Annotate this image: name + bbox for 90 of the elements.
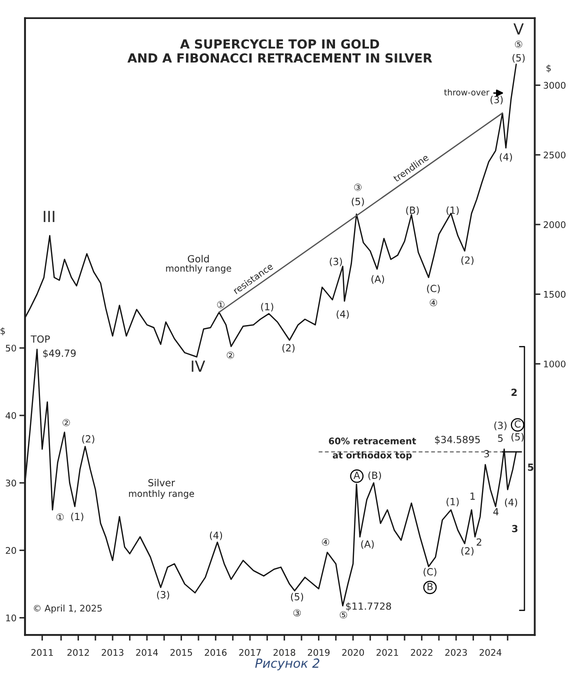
- y-tick-label: 40: [6, 412, 16, 419]
- x-tick-label: 2013: [102, 649, 124, 656]
- annotation: (1): [446, 498, 459, 506]
- annotation: (1): [446, 206, 459, 216]
- annotation: 2: [476, 538, 482, 546]
- annotation: 4: [493, 508, 498, 516]
- annotation: (C): [427, 284, 440, 294]
- y2-tick-label: 2000: [544, 221, 566, 228]
- x-tick-label: 2016: [204, 649, 227, 656]
- annotation: © April 1, 2025: [34, 604, 102, 614]
- text: A SUPERCYCLE TOP IN GOLD AND A FIBONACCI RETRACEMENT IN SILVER: [127, 39, 432, 63]
- y-axis-title: $: [0, 327, 5, 336]
- y-tick-label: 20: [6, 547, 16, 554]
- x-tick-label: 2012: [67, 649, 89, 656]
- annotation: A: [354, 472, 360, 479]
- annotation: C: [514, 420, 520, 428]
- annotation: monthly range: [129, 490, 194, 499]
- annotation: $11.7728: [346, 602, 392, 612]
- annotation: ①: [56, 513, 64, 521]
- annotation: B: [428, 583, 433, 590]
- annotation: (3): [490, 96, 503, 104]
- annotation: TOP: [30, 335, 50, 343]
- annotation: ④: [430, 298, 438, 306]
- x-tick-label: 2011: [31, 649, 53, 656]
- annotation: IV: [192, 360, 206, 372]
- annotation: ①: [217, 301, 224, 308]
- annotation: (1): [261, 302, 274, 312]
- annotation: 3: [512, 524, 518, 532]
- annotation: 5: [498, 434, 503, 442]
- annotation: (3): [157, 590, 170, 600]
- y2-axis-title: $: [546, 64, 551, 73]
- annotation: (3): [494, 422, 506, 430]
- x-tick-label: 2020: [342, 649, 364, 656]
- x-tick-label: 2014: [136, 649, 158, 656]
- annotation: (5): [512, 433, 524, 442]
- annotation: (4): [500, 153, 512, 162]
- y2-tick-label: 3000: [544, 82, 566, 89]
- x-tick-label: 2018: [274, 649, 296, 656]
- annotation: (A): [371, 275, 384, 284]
- annotation: (4): [210, 531, 222, 540]
- y2-tick-label: 2500: [544, 152, 566, 158]
- annotation: ②: [62, 419, 70, 426]
- annotation: III: [44, 210, 54, 222]
- annotation: at orthodox top: [332, 452, 412, 460]
- x-tick-label: 2023: [445, 649, 467, 656]
- annotation: ③: [354, 184, 362, 191]
- x-tick-label: 2015: [170, 649, 192, 656]
- annotation: (4): [505, 498, 518, 508]
- annotation: (C): [424, 568, 436, 577]
- annotation: ⑤: [340, 611, 348, 619]
- annotation: 60% retracement: [328, 438, 416, 444]
- annotation: V: [514, 23, 524, 35]
- y-tick-label: 10: [6, 614, 16, 622]
- x-tick-label: 2019: [308, 649, 330, 656]
- annotation: (3): [330, 258, 342, 266]
- annotation: (1): [71, 512, 84, 522]
- y-tick-label: 50: [6, 344, 16, 352]
- annotation: ⑤: [514, 40, 522, 48]
- annotation: monthly range: [166, 264, 232, 274]
- annotation: (5): [291, 592, 304, 602]
- annotation: 3: [484, 450, 489, 458]
- annotation: (B): [406, 206, 419, 216]
- annotation: (2): [82, 435, 94, 444]
- annotation: (2): [461, 546, 474, 556]
- x-tick-label: 2024: [480, 649, 502, 656]
- annotation: (4): [336, 310, 349, 319]
- y2-tick-label: 1500: [544, 290, 566, 298]
- annotation: $49.79: [43, 349, 76, 358]
- x-tick-label: 2021: [376, 649, 398, 656]
- annotation: ④: [322, 538, 330, 546]
- y-tick-label: 30: [6, 480, 16, 486]
- annotation: (2): [282, 344, 295, 353]
- annotation: ②: [226, 352, 234, 359]
- annotation: $34.5895: [435, 436, 480, 445]
- annotation: (5): [352, 198, 364, 206]
- annotation: 1: [470, 492, 475, 500]
- annotation: ③: [293, 609, 301, 617]
- annotation: (2): [461, 256, 474, 265]
- x-tick-label: 2017: [239, 649, 261, 656]
- annotation: 2: [512, 388, 517, 396]
- annotation: (A): [361, 540, 374, 549]
- annotation: Gold: [188, 254, 209, 262]
- annotation: 5: [528, 464, 534, 471]
- y2-tick-label: 1000: [544, 360, 566, 368]
- annotation: (B): [368, 471, 381, 480]
- text: Рисунок 2: [255, 658, 320, 670]
- x-tick-label: 2022: [410, 649, 432, 656]
- annotation: throw-over: [444, 89, 490, 96]
- annotation: (5): [512, 54, 525, 63]
- annotation: Silver: [148, 478, 176, 486]
